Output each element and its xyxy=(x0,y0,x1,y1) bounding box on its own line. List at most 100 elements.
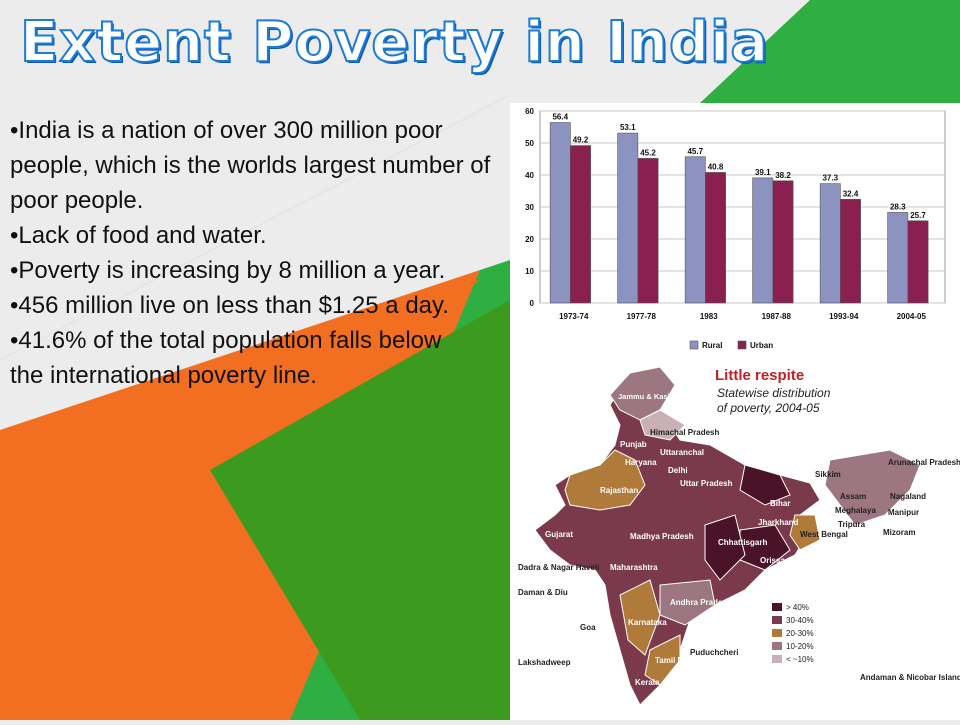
state-label: Himachal Pradesh xyxy=(650,428,719,437)
data-label: 40.8 xyxy=(708,162,724,171)
state-label: Nagaland xyxy=(890,492,926,501)
x-tick-label: 1973-74 xyxy=(559,312,589,321)
x-tick-label: 1977-78 xyxy=(627,312,657,321)
data-label: 56.4 xyxy=(552,113,568,122)
legend-label-urban: Urban xyxy=(750,341,773,350)
state-label: Tripura xyxy=(838,520,866,529)
bar-urban xyxy=(637,158,659,304)
state-label: Andhra Pradesh xyxy=(670,598,732,607)
bar-rural xyxy=(549,122,571,304)
green-dark-lower xyxy=(210,300,510,720)
bullet-item: •India is a nation of over 300 million p… xyxy=(10,117,491,214)
state-label: Arunachal Pradesh xyxy=(888,458,960,467)
legend-swatch-rural xyxy=(689,340,699,350)
grey-area xyxy=(0,0,510,360)
poverty-bar-chart: 0 10 20 30 40 50 60 56.4 49.2 1973-74 53.1 45.2 1977… xyxy=(510,103,960,365)
data-label: 49.2 xyxy=(573,136,589,145)
green-top-right xyxy=(700,0,960,103)
data-label: 53.1 xyxy=(620,123,636,132)
bullet-item: the international poverty line. xyxy=(10,362,317,389)
state-label: Lakshadweep xyxy=(518,658,571,667)
legend-label: 30-40% xyxy=(786,616,814,625)
state-label: Kerala xyxy=(635,678,660,687)
map-subtitle-1: Statewise distribution xyxy=(717,386,831,400)
y-tick-label: 10 xyxy=(525,267,534,276)
bar-urban xyxy=(570,145,591,304)
legend-label: > 40% xyxy=(786,603,809,612)
y-tick-label: 50 xyxy=(525,139,534,148)
x-tick-label: 1983 xyxy=(700,312,718,321)
x-tick-label: 2004-05 xyxy=(897,312,927,321)
legend-label: 10-20% xyxy=(786,642,814,651)
state-label: Bihar xyxy=(770,499,790,508)
bar-rural xyxy=(887,212,909,304)
bar-rural xyxy=(617,132,639,304)
bullet-item: •41.6% of the total population falls bel… xyxy=(10,327,442,354)
legend-swatch xyxy=(772,603,782,611)
state-label: Mizoram xyxy=(883,528,915,537)
state-label: West Bengal xyxy=(800,530,848,539)
map-title: Little respite xyxy=(715,367,804,384)
state-label: Assam xyxy=(840,492,866,501)
state-label: Chhattisgarh xyxy=(718,538,767,547)
map-state-labels: Jammu & Kashmir Himachal Pradesh Punjab … xyxy=(518,392,960,687)
bar-urban xyxy=(772,180,794,304)
x-tick-label: 1987-88 xyxy=(762,312,792,321)
y-tick-label: 20 xyxy=(525,235,534,244)
bullet-list: •India is a nation of over 300 million p… xyxy=(10,113,505,393)
state-label: Maharashtra xyxy=(610,563,658,572)
map-region-bihar xyxy=(739,464,791,506)
chart-svg: 0 10 20 30 40 50 60 56.4 49.2 1973-74 53.1 45.2 1977… xyxy=(525,107,946,350)
bar-rural xyxy=(819,183,841,304)
data-label: 45.2 xyxy=(640,148,656,157)
state-label: Jammu & Kashmir xyxy=(618,392,684,401)
map-region-northeast xyxy=(824,449,921,526)
poverty-map-panel: Little respite Statewise distribution of… xyxy=(510,365,960,720)
data-label: 45.7 xyxy=(687,147,703,156)
state-label: Orissa xyxy=(760,556,785,565)
data-label: 28.3 xyxy=(890,202,906,211)
y-tick-label: 40 xyxy=(525,171,534,180)
legend-label-rural: Rural xyxy=(702,341,722,350)
data-label: 25.7 xyxy=(910,211,926,220)
map-region-rajasthan xyxy=(564,449,646,511)
bullet-item: •456 million live on less than $1.25 a d… xyxy=(10,292,449,319)
state-label: Tamil Nadu xyxy=(655,656,698,665)
state-label: Dadra & Nagar Haveli xyxy=(518,563,599,572)
data-label: 32.4 xyxy=(843,189,859,198)
legend-swatch xyxy=(772,642,782,650)
legend-label: 20-30% xyxy=(786,629,814,638)
data-label: 38.2 xyxy=(775,171,791,180)
map-region-karnataka xyxy=(619,579,661,656)
data-label: 37.3 xyxy=(822,174,838,183)
state-label: Karnataka xyxy=(628,618,667,627)
legend-swatch xyxy=(772,629,782,637)
state-label: Punjab xyxy=(620,440,647,449)
state-label: Madhya Pradesh xyxy=(630,532,694,541)
bar-rural xyxy=(684,156,706,304)
state-label: Gujarat xyxy=(545,530,573,539)
state-label: Delhi xyxy=(668,466,688,475)
state-label: Meghalaya xyxy=(835,506,876,515)
grey-area-2 xyxy=(0,95,510,430)
bar-rural xyxy=(752,177,774,304)
bar-urban xyxy=(840,199,861,304)
map-region-himachal xyxy=(639,409,686,441)
state-label: Rajasthan xyxy=(600,486,638,495)
state-label: Sikkim xyxy=(815,470,841,479)
state-label: Puduchcheri xyxy=(690,648,738,657)
bullet-item: •Poverty is increasing by 8 million a ye… xyxy=(10,257,446,284)
legend-swatch-urban xyxy=(737,340,747,350)
map-region-west-bengal xyxy=(789,514,821,551)
bar-urban xyxy=(705,172,726,304)
state-label: Daman & Diu xyxy=(518,588,568,597)
x-tick-label: 1993-94 xyxy=(829,312,859,321)
y-tick-label: 30 xyxy=(525,203,534,212)
state-label: Uttaranchal xyxy=(660,448,704,457)
map-legend: > 40% 30-40% 20-30% 10-20% < ~10% xyxy=(772,603,814,664)
data-label: 39.1 xyxy=(755,168,771,177)
bar-urban xyxy=(907,220,929,304)
map-subtitle-2: of poverty, 2004-05 xyxy=(717,401,820,415)
state-label: Goa xyxy=(580,623,596,632)
state-label: Uttar Pradesh xyxy=(680,479,733,488)
